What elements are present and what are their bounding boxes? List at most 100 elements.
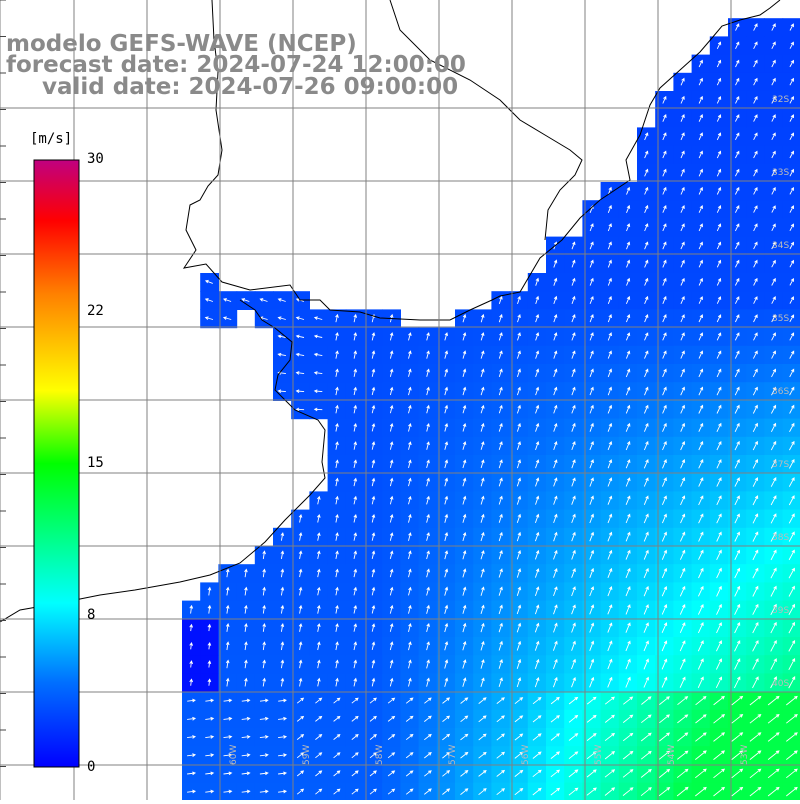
wind-arrow — [680, 386, 685, 396]
wind-arrow — [586, 714, 597, 723]
wind-arrow — [462, 350, 467, 359]
wind-arrow — [698, 59, 703, 68]
wind-arrow — [789, 205, 794, 213]
wind-arrow — [296, 770, 305, 777]
latitude-label: 32S — [772, 95, 789, 105]
wind-arrow — [553, 604, 558, 615]
wind-arrow — [553, 404, 558, 414]
wind-arrow — [498, 549, 503, 560]
wind-arrow — [625, 676, 631, 688]
wind-arrow — [369, 715, 377, 722]
wind-arrow — [661, 495, 667, 505]
wind-arrow — [389, 586, 394, 596]
wind-arrow — [444, 550, 449, 560]
wind-arrow — [207, 623, 212, 632]
wind-arrow — [353, 368, 358, 377]
wind-arrow — [389, 568, 394, 578]
wind-arrow — [280, 550, 285, 559]
wind-arrow — [298, 641, 303, 651]
wind-arrow — [679, 622, 686, 633]
wind-arrow — [752, 440, 758, 451]
wind-arrow — [498, 441, 503, 450]
wind-arrow — [244, 659, 248, 669]
wind-arrow — [571, 404, 576, 414]
wind-arrow — [553, 277, 558, 286]
wind-arrow — [752, 386, 758, 396]
wind-arrow — [262, 641, 266, 651]
wind-arrow — [734, 241, 740, 250]
wind-arrow — [643, 567, 649, 579]
wind-arrow — [516, 513, 522, 523]
wind-arrow — [426, 586, 430, 596]
wind-arrow — [734, 259, 740, 268]
wind-arrow — [716, 585, 722, 597]
wind-arrow — [298, 677, 303, 687]
wind-arrow — [408, 459, 412, 469]
wind-arrow — [640, 732, 652, 742]
wind-arrow — [640, 787, 652, 797]
wind-arrow — [335, 368, 339, 377]
wind-arrow — [480, 459, 485, 469]
wind-arrow — [789, 114, 794, 122]
wind-arrow — [716, 132, 722, 141]
wind-arrow — [426, 368, 430, 377]
wind-arrow — [262, 677, 266, 687]
wind-arrow — [351, 752, 359, 759]
wind-arrow — [371, 423, 376, 432]
wind-arrow — [313, 371, 323, 375]
wind-arrow — [550, 733, 560, 741]
wind-arrow — [535, 332, 540, 341]
wind-arrow — [205, 753, 215, 757]
wind-arrow — [788, 513, 795, 524]
wind-arrow — [516, 495, 522, 505]
wind-arrow — [426, 404, 430, 414]
wind-arrow — [553, 513, 558, 524]
wind-arrow — [532, 787, 542, 796]
wind-arrow — [442, 770, 451, 777]
wind-arrow — [244, 604, 248, 614]
wind-arrow — [771, 241, 776, 250]
wind-arrow — [753, 95, 758, 104]
wind-arrow — [734, 603, 741, 615]
wind-arrow — [462, 568, 467, 578]
wind-arrow — [698, 259, 703, 268]
wind-arrow — [189, 641, 194, 650]
wind-arrow — [371, 495, 376, 505]
wind-arrow — [789, 132, 794, 141]
wind-arrow — [241, 753, 251, 757]
wind-arrow — [625, 422, 631, 432]
wind-arrow — [333, 770, 341, 777]
wind-arrow — [734, 585, 741, 597]
wind-arrow — [408, 532, 412, 541]
wind-arrow — [679, 640, 686, 652]
wind-arrow — [426, 332, 430, 341]
wind-arrow — [426, 677, 430, 687]
wind-arrow — [789, 332, 795, 341]
legend-tick-22: 22 — [87, 303, 104, 319]
wind-arrow — [789, 223, 794, 232]
legend-tick-0: 0 — [87, 759, 96, 775]
wind-arrow — [241, 771, 251, 776]
wind-arrow — [498, 477, 503, 487]
wind-arrow — [187, 716, 197, 721]
wind-arrow — [207, 660, 212, 668]
wind-arrow — [735, 23, 740, 31]
wind-arrow — [643, 513, 649, 524]
wind-arrow — [496, 788, 506, 796]
wind-arrow — [770, 621, 777, 634]
wind-arrow — [662, 422, 667, 432]
wind-arrow — [716, 259, 722, 268]
wind-arrow — [535, 368, 540, 378]
wind-arrow — [295, 352, 305, 357]
wind-arrow — [789, 314, 795, 323]
wind-arrow — [278, 771, 288, 776]
wind-arrow — [622, 787, 634, 796]
wind-arrow — [607, 586, 613, 597]
wind-arrow — [480, 604, 485, 615]
wind-arrow — [225, 568, 230, 578]
wind-arrow — [607, 241, 612, 250]
wind-arrow — [715, 640, 722, 652]
wind-arrow — [244, 568, 248, 578]
longitude-label: 58W — [375, 745, 385, 765]
wind-arrow — [571, 368, 576, 378]
